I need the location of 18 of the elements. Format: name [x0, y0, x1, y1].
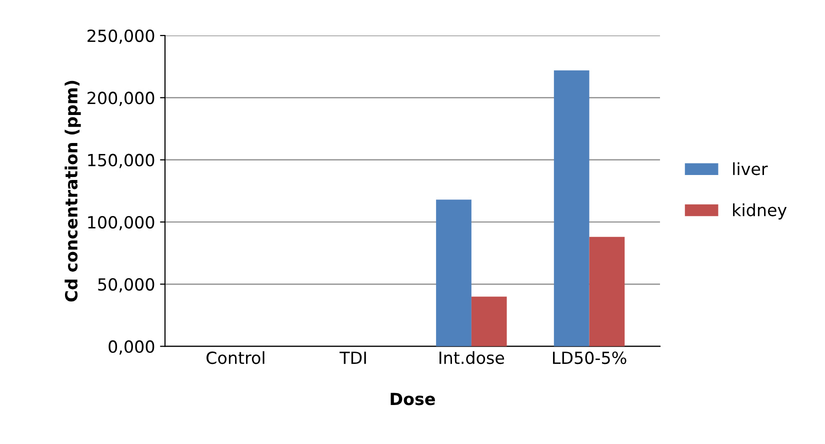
x-tick-label: TDI — [340, 352, 366, 364]
bar — [471, 296, 507, 346]
y-tick-label: 250,000 — [88, 29, 154, 44]
x-tick-label: LD50-5% — [553, 351, 626, 364]
y-axis-title: Cd concentration (ppm) — [64, 80, 81, 302]
y-tick-label: 150,000 — [88, 154, 154, 168]
x-axis-title: Dose — [390, 392, 435, 406]
bar — [436, 200, 472, 346]
x-tick-label: Int.dose — [440, 351, 504, 364]
y-tick-label: 0,000 — [108, 340, 154, 355]
x-tick-label: Control — [206, 351, 264, 364]
bar — [554, 70, 590, 346]
legend-label: kidney — [733, 203, 787, 220]
y-tick-label: 50,000 — [98, 278, 154, 292]
bar — [589, 236, 625, 346]
legend-label: liver — [733, 162, 768, 176]
y-tick-label: 100,000 — [88, 216, 154, 230]
y-tick-label: 200,000 — [88, 92, 154, 106]
